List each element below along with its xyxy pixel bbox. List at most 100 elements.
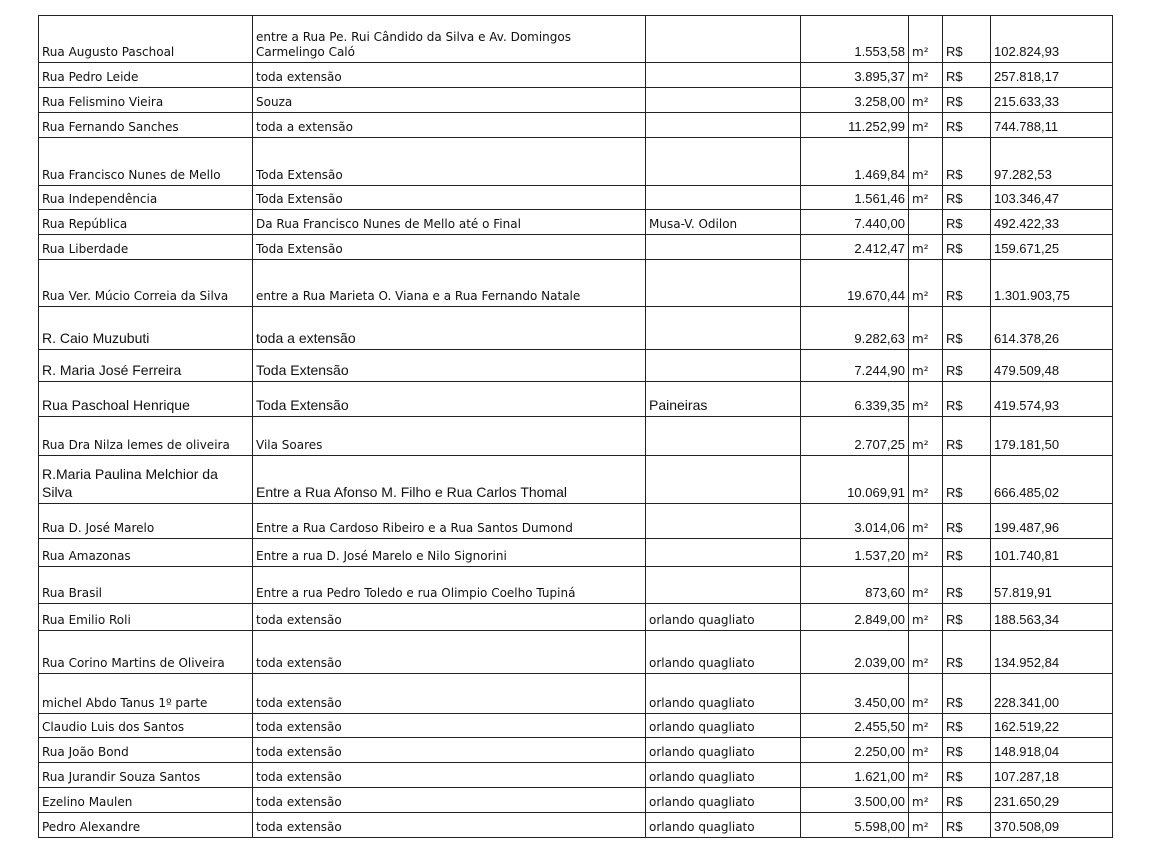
unit-cell: m² — [908, 566, 943, 604]
district-cell: orlando quagliato — [645, 713, 801, 738]
street-cell: R. Caio Muzubuti — [38, 306, 253, 350]
extent-cell: toda a extensão — [252, 112, 646, 138]
extent-cell: toda extensão — [252, 812, 646, 838]
table-row: Rua D. José Marelo Entre a Rua Cardoso Ri… — [38, 503, 1113, 539]
street-cell: R.Maria Paulina Melchior da Silva — [38, 455, 253, 504]
area-cell: 3.014,06 — [800, 503, 909, 539]
table-row: Rua Francisco Nunes de Mello Toda Extensã… — [38, 137, 1113, 186]
table-row: R. Maria José Ferreira Toda Extensão 7.244… — [38, 349, 1113, 382]
value-cell: 57.819,91 — [990, 566, 1113, 604]
value-cell: 228.341,00 — [990, 673, 1113, 714]
currency-cell: R$ — [942, 630, 991, 674]
table-row: Rua República Da Rua Francisco Nunes de M… — [38, 209, 1113, 235]
value-cell: 188.563,34 — [990, 603, 1113, 631]
area-cell: 2.455,50 — [800, 713, 909, 738]
value-cell: 97.282,53 — [990, 137, 1113, 186]
unit-cell: m² — [908, 381, 943, 417]
district-cell — [645, 259, 801, 307]
district-cell — [645, 15, 801, 63]
area-cell: 3.895,37 — [800, 62, 909, 88]
extent-cell: Entre a rua Pedro Toledo e rua Olimpio C… — [252, 566, 646, 604]
street-cell: Rua Dra Nilza lemes de oliveira — [38, 416, 253, 456]
extent-cell: Toda Extensão — [252, 381, 646, 417]
district-cell: orlando quagliato — [645, 673, 801, 714]
street-cell: Rua Jurandir Souza Santos — [38, 762, 253, 788]
value-cell: 479.509,48 — [990, 349, 1113, 382]
table-row: Rua Brasil Entre a rua Pedro Toledo e rua… — [38, 566, 1113, 604]
currency-cell: R$ — [942, 381, 991, 417]
value-cell: 107.287,18 — [990, 762, 1113, 788]
street-cell: Rua Augusto Paschoal — [38, 15, 253, 63]
street-cell: Rua Ver. Múcio Correia da Silva — [38, 259, 253, 307]
extent-cell: toda extensão — [252, 737, 646, 763]
extent-cell: toda extensão — [252, 713, 646, 738]
extent-cell: toda extensão — [252, 62, 646, 88]
unit-cell — [908, 209, 943, 235]
area-cell: 3.500,00 — [800, 787, 909, 813]
value-cell: 231.650,29 — [990, 787, 1113, 813]
area-cell: 2.412,47 — [800, 234, 909, 260]
value-cell: 159.671,25 — [990, 234, 1113, 260]
currency-cell: R$ — [942, 15, 991, 63]
unit-cell: m² — [908, 762, 943, 788]
area-cell: 1.537,20 — [800, 538, 909, 567]
district-cell: orlando quagliato — [645, 787, 801, 813]
street-cell: Rua Amazonas — [38, 538, 253, 567]
district-cell: orlando quagliato — [645, 812, 801, 838]
area-cell: 5.598,00 — [800, 812, 909, 838]
currency-cell: R$ — [942, 787, 991, 813]
unit-cell: m² — [908, 185, 943, 210]
currency-cell: R$ — [942, 306, 991, 350]
value-cell: 419.574,93 — [990, 381, 1113, 417]
area-cell: 1.561,46 — [800, 185, 909, 210]
table-row: Rua Ver. Múcio Correia da Silva entre a R… — [38, 259, 1113, 307]
unit-cell: m² — [908, 62, 943, 88]
area-cell: 7.244,90 — [800, 349, 909, 382]
value-cell: 370.508,09 — [990, 812, 1113, 838]
table-row: Rua Dra Nilza lemes de oliveira Vila Soar… — [38, 416, 1113, 456]
value-cell: 148.918,04 — [990, 737, 1113, 763]
district-cell: orlando quagliato — [645, 603, 801, 631]
unit-cell: m² — [908, 630, 943, 674]
table-row: Rua Paschoal Henrique Toda Extensão Painei… — [38, 381, 1113, 417]
area-cell: 11.252,99 — [800, 112, 909, 138]
currency-cell: R$ — [942, 673, 991, 714]
unit-cell: m² — [908, 455, 943, 504]
unit-cell: m² — [908, 416, 943, 456]
extent-cell: toda extensão — [252, 603, 646, 631]
district-cell — [645, 503, 801, 539]
area-cell: 19.670,44 — [800, 259, 909, 307]
table-row: Rua Independência Toda Extensão 1.561,46 m²… — [38, 185, 1113, 210]
district-cell — [645, 416, 801, 456]
area-cell: 3.450,00 — [800, 673, 909, 714]
street-cell: Rua Corino Martins de Oliveira — [38, 630, 253, 674]
area-cell: 873,60 — [800, 566, 909, 604]
district-cell — [645, 112, 801, 138]
unit-cell: m² — [908, 673, 943, 714]
unit-cell: m² — [908, 538, 943, 567]
district-cell — [645, 234, 801, 260]
table-row: Rua Fernando Sanches toda a extensão 11.25… — [38, 112, 1113, 138]
value-cell: 492.422,33 — [990, 209, 1113, 235]
table-row: Ezelino Maulen toda extensão orlando quagl… — [38, 787, 1113, 813]
value-cell: 1.301.903,75 — [990, 259, 1113, 307]
street-cell: Pedro Alexandre — [38, 812, 253, 838]
area-cell: 2.250,00 — [800, 737, 909, 763]
currency-cell: R$ — [942, 112, 991, 138]
area-cell: 1.553,58 — [800, 15, 909, 63]
area-cell: 2.039,00 — [800, 630, 909, 674]
district-cell: orlando quagliato — [645, 762, 801, 788]
street-cell: Rua João Bond — [38, 737, 253, 763]
district-cell — [645, 566, 801, 604]
currency-cell: R$ — [942, 185, 991, 210]
currency-cell: R$ — [942, 62, 991, 88]
value-cell: 199.487,96 — [990, 503, 1113, 539]
extent-cell: entre a Rua Pe. Rui Cândido da Silva e A… — [252, 15, 646, 63]
value-cell: 103.346,47 — [990, 185, 1113, 210]
unit-cell: m² — [908, 787, 943, 813]
area-cell: 7.440,00 — [800, 209, 909, 235]
street-cell: Rua República — [38, 209, 253, 235]
area-cell: 3.258,00 — [800, 87, 909, 113]
street-cell: Claudio Luis dos Santos — [38, 713, 253, 738]
